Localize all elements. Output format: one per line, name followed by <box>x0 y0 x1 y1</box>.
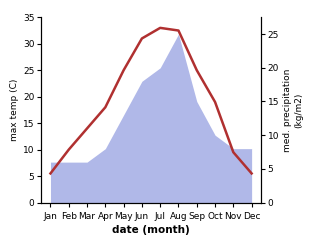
Y-axis label: max temp (C): max temp (C) <box>10 79 19 141</box>
Y-axis label: med. precipitation
(kg/m2): med. precipitation (kg/m2) <box>283 68 303 152</box>
X-axis label: date (month): date (month) <box>112 225 190 235</box>
